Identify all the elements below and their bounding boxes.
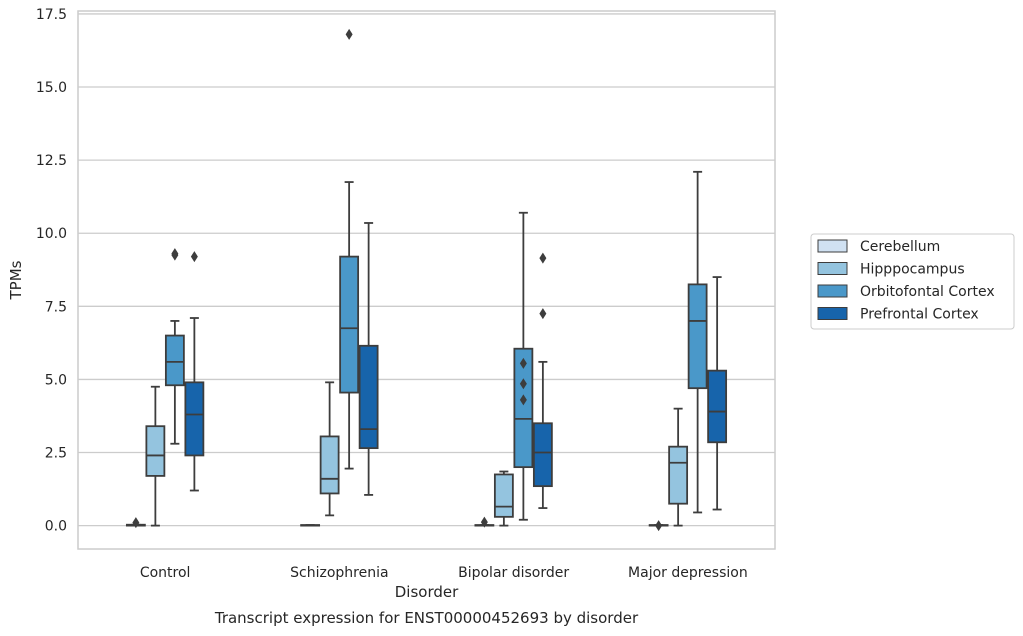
outlier-point — [539, 252, 547, 264]
y-tick-label: 10.0 — [36, 226, 67, 242]
outlier-point — [171, 248, 179, 260]
box-prefrontal-cortex — [532, 252, 553, 509]
box-iqr — [319, 435, 340, 495]
box-iqr — [493, 473, 514, 518]
box-iqr — [145, 425, 166, 477]
box-cerebellum — [300, 524, 321, 527]
box-cerebellum — [648, 520, 669, 532]
x-tick-label: Control — [140, 565, 191, 581]
box-orbitofontal-cortex — [339, 28, 360, 470]
x-axis-title: Disorder — [395, 583, 459, 601]
outlier-point — [345, 28, 353, 40]
box-cerebellum — [125, 517, 146, 529]
x-tick-label: Schizophrenia — [290, 565, 388, 581]
box-iqr — [358, 344, 379, 450]
y-tick-label: 17.5 — [36, 7, 67, 23]
box-prefrontal-cortex — [707, 276, 728, 511]
legend-label: Hipppocampus — [860, 262, 965, 278]
x-tick-label: Major depression — [628, 565, 748, 581]
legend-label: Prefrontal Cortex — [860, 307, 979, 323]
box-plots — [125, 28, 728, 532]
legend-label: Orbitofontal Cortex — [860, 284, 995, 300]
outlier-point — [132, 517, 140, 529]
legend-frame — [810, 233, 1015, 330]
y-tick-label: 7.5 — [45, 299, 67, 315]
box-hipppocampus — [493, 470, 514, 527]
outlier-point — [539, 308, 547, 320]
box-prefrontal-cortex — [184, 251, 205, 492]
box-hipppocampus — [319, 381, 340, 517]
outlier-point — [519, 357, 527, 369]
y-tick-label: 5.0 — [45, 372, 67, 388]
y-tick-label: 2.5 — [45, 446, 67, 462]
x-tick-labels: Control Schizophrenia Bipolar disorder Majo… — [140, 565, 748, 581]
legend: Cerebellum Hipppocampus Orbitofontal Corte… — [810, 233, 1015, 330]
y-tick-label: 12.5 — [36, 153, 67, 169]
box-orbitofontal-cortex — [687, 170, 708, 514]
y-tick-labels: 0.0 2.5 5.0 7.5 10.0 12.5 15.0 17.5 — [36, 7, 67, 535]
box-hipppocampus — [145, 385, 166, 527]
y-tick-label: 15.0 — [36, 80, 67, 96]
outlier-point — [519, 394, 527, 406]
plot-frame — [77, 10, 776, 550]
legend-swatch — [817, 239, 848, 253]
legend-swatch — [817, 262, 848, 275]
box-prefrontal-cortex — [358, 222, 379, 496]
box-hipppocampus — [668, 407, 689, 527]
outlier-point — [655, 520, 663, 532]
y-tick-label: 0.0 — [45, 519, 67, 535]
box-iqr — [707, 369, 728, 444]
outlier-point — [519, 378, 527, 390]
box-orbitofontal-cortex — [513, 211, 534, 521]
outlier-point — [480, 516, 488, 528]
box-iqr — [339, 255, 360, 394]
box-iqr — [513, 347, 534, 469]
box-iqr — [532, 422, 553, 488]
box-iqr — [687, 283, 708, 390]
chart-title: Transcript expression for ENST0000045269… — [214, 609, 639, 627]
y-axis-title: TPMs — [7, 260, 25, 300]
outlier-point — [190, 251, 198, 263]
box-iqr — [184, 381, 205, 457]
legend-label: Cerebellum — [860, 239, 940, 255]
box-orbitofontal-cortex — [164, 248, 185, 445]
legend-swatch — [817, 284, 848, 298]
legend-swatch — [817, 307, 848, 320]
box-iqr — [668, 445, 689, 505]
x-tick-label: Bipolar disorder — [458, 565, 569, 581]
box-cerebellum — [474, 516, 495, 528]
box-iqr — [164, 334, 185, 387]
